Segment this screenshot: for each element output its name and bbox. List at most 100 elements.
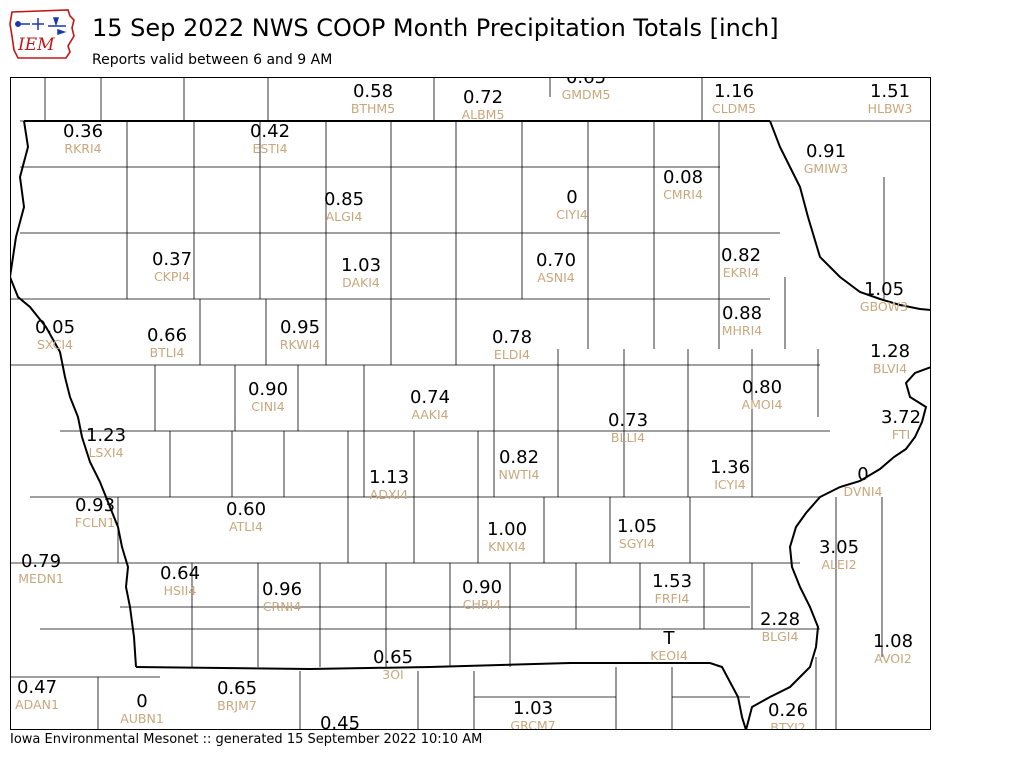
station-id: FCLN1 bbox=[75, 515, 115, 530]
station-id: BLVI4 bbox=[873, 361, 907, 376]
station-id: BRJM7 bbox=[217, 698, 257, 713]
station-id: FTI bbox=[892, 427, 910, 442]
map-subtitle: Reports valid between 6 and 9 AM bbox=[92, 52, 333, 68]
station-value: 0.95 bbox=[280, 317, 320, 338]
station-id: KEOI4 bbox=[650, 648, 688, 663]
station-value: 0.90 bbox=[248, 379, 288, 400]
station-id: ADXI4 bbox=[370, 487, 408, 502]
station-value: 3.05 bbox=[819, 537, 859, 558]
station-id: ASNI4 bbox=[537, 270, 575, 285]
station-value: 0.26 bbox=[768, 700, 808, 721]
station-id: AMOI4 bbox=[742, 397, 783, 412]
station-id: CIYI4 bbox=[556, 207, 588, 222]
station-value: 1.53 bbox=[652, 571, 692, 592]
station-id: RKRI4 bbox=[64, 141, 101, 156]
station-id: DVNI4 bbox=[844, 484, 883, 499]
station-value: 0.66 bbox=[147, 325, 187, 346]
station-value: 0.82 bbox=[499, 447, 539, 468]
station-id: SGYI4 bbox=[619, 536, 655, 551]
station-value: 0.64 bbox=[160, 563, 200, 584]
station-id: SXCI4 bbox=[37, 337, 73, 352]
station-id: ALGI4 bbox=[326, 209, 363, 224]
station-value: 0.45 bbox=[320, 713, 360, 730]
station-value: 0.37 bbox=[152, 249, 192, 270]
station-value: 0.91 bbox=[806, 141, 846, 162]
station-id: KNXI4 bbox=[488, 539, 526, 554]
station-value: 0.60 bbox=[226, 499, 266, 520]
map-title: 15 Sep 2022 NWS COOP Month Precipitation… bbox=[92, 14, 779, 42]
station-id: BTYI2 bbox=[770, 720, 806, 730]
station-id: CINI4 bbox=[251, 399, 284, 414]
station-id: CLDM5 bbox=[712, 101, 756, 116]
station-value: 0.65 bbox=[217, 678, 257, 699]
state-borders bbox=[10, 120, 931, 730]
station-value: 1.00 bbox=[487, 519, 527, 540]
station-value: 0.36 bbox=[63, 121, 103, 142]
station-id: BTLI4 bbox=[150, 345, 185, 360]
station-id: CMRI4 bbox=[663, 187, 703, 202]
station-id: DAKI4 bbox=[342, 275, 380, 290]
station-id: AUBN1 bbox=[120, 711, 164, 726]
station-value: 0.58 bbox=[353, 81, 393, 102]
station-value: 3.72 bbox=[881, 407, 921, 428]
station-value: 0.93 bbox=[75, 495, 115, 516]
station-id: HSII4 bbox=[164, 583, 197, 598]
station-value: 0.47 bbox=[17, 677, 57, 698]
station-id: GRCM7 bbox=[510, 718, 555, 730]
station-value: 0.85 bbox=[324, 189, 364, 210]
station-id: AAKI4 bbox=[411, 407, 448, 422]
station-id: FRFI4 bbox=[655, 591, 690, 606]
station-value: 1.08 bbox=[873, 631, 913, 652]
station-id: MEDN1 bbox=[18, 571, 64, 586]
station-value: 0.73 bbox=[608, 410, 648, 431]
station-value: 0.70 bbox=[536, 250, 576, 271]
station-value: T bbox=[663, 628, 676, 649]
station-id: ALBM5 bbox=[462, 107, 505, 122]
station-value: 0.80 bbox=[742, 377, 782, 398]
station-id: EKRI4 bbox=[723, 265, 759, 280]
station-id: NWTI4 bbox=[499, 467, 540, 482]
station-value: 0.82 bbox=[721, 245, 761, 266]
station-id: HLBW3 bbox=[868, 101, 913, 116]
station-id: ESTI4 bbox=[252, 141, 287, 156]
station-id: BLLI4 bbox=[611, 430, 645, 445]
station-id: CRNI4 bbox=[263, 599, 301, 614]
station-id: CHRI4 bbox=[463, 597, 501, 612]
